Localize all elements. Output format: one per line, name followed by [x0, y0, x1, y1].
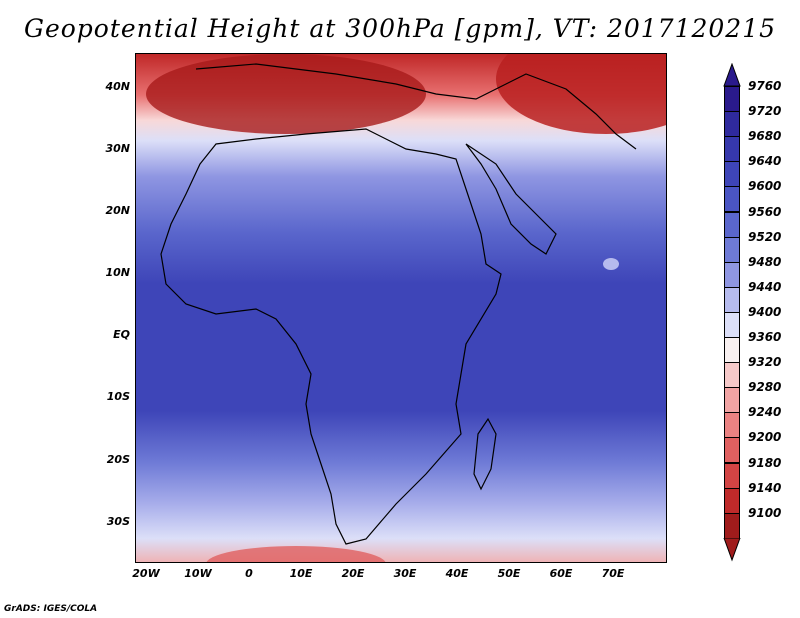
lon-tick-10w: 10W	[184, 567, 212, 580]
lat-tick-40n: 40N	[105, 80, 130, 93]
colorbar-label: 9720	[748, 104, 782, 119]
colorbar-cell	[724, 211, 740, 238]
colorbar-label: 9180	[748, 455, 782, 470]
colorbar-cell	[724, 161, 740, 188]
lon-tick-20e: 20E	[341, 567, 365, 580]
colorbar-cell	[724, 412, 740, 439]
colorbar-label: 9480	[748, 254, 782, 269]
map-title: Geopotential Height at 300hPa [gpm], VT:…	[23, 14, 777, 43]
lon-tick-40e: 40E	[445, 567, 469, 580]
colorbar-arrow-bottom	[723, 537, 741, 562]
colorbar-cell	[724, 311, 740, 338]
lat-tick-20s: 20S	[106, 453, 130, 466]
colorbar-cell	[724, 462, 740, 489]
colorbar-label: 9280	[748, 380, 782, 395]
colorbar-cell	[724, 437, 740, 464]
colorbar-label: 9400	[748, 304, 782, 319]
colorbar-cell	[724, 186, 740, 213]
lon-tick-0: 0	[245, 567, 253, 580]
credit-label: GrADS: IGES/COLA	[4, 604, 98, 614]
lon-tick-30e: 30E	[393, 567, 417, 580]
height-field	[136, 54, 666, 562]
colorbar-label: 9320	[748, 355, 782, 370]
isolated-high	[603, 258, 619, 270]
lat-tick-20n: 20N	[105, 204, 130, 217]
colorbar-label: 9520	[748, 229, 782, 244]
colorbar-cell	[724, 286, 740, 313]
colorbar-cell	[724, 136, 740, 163]
colorbar-label: 9360	[748, 330, 782, 344]
lon-tick-60e: 60E	[549, 567, 573, 580]
colorbar-arrow-top	[723, 63, 741, 87]
ridge-south	[206, 546, 386, 562]
lat-tick-30n: 30N	[105, 142, 130, 155]
map-panel	[135, 53, 667, 563]
colorbar-label: 9440	[748, 279, 782, 294]
colorbar-cell	[724, 487, 740, 514]
high-core-northeast	[496, 54, 666, 134]
colorbar-label: 9600	[748, 179, 782, 194]
colorbar-label: 9200	[748, 430, 782, 445]
colorbar-cell	[724, 337, 740, 364]
colorbar-label: 9560	[748, 204, 782, 219]
lat-tick-30s: 30S	[106, 515, 130, 528]
lon-tick-20w: 20W	[132, 567, 160, 580]
lon-tick-70e: 70E	[601, 567, 625, 580]
colorbar-cell	[724, 362, 740, 389]
colorbar-label: 9760	[748, 79, 782, 93]
high-core-north	[146, 54, 426, 134]
colorbar-cell	[724, 261, 740, 288]
colorbar-label: 9640	[748, 154, 782, 169]
colorbar-label: 9100	[748, 505, 782, 520]
colorbar-label: 9240	[748, 405, 782, 420]
lat-tick-eq: EQ	[113, 328, 130, 341]
colorbar-cell	[724, 512, 740, 539]
colorbar-label: 9680	[748, 129, 782, 144]
lat-tick-10n: 10N	[105, 266, 130, 279]
colorbar-label: 9140	[748, 480, 782, 495]
colorbar-cell	[724, 236, 740, 263]
colorbar-cell	[724, 111, 740, 138]
lon-tick-10e: 10E	[289, 567, 313, 580]
lat-tick-10s: 10S	[106, 390, 130, 403]
coastlines	[160, 63, 637, 545]
lon-tick-50e: 50E	[497, 567, 521, 580]
colorbar-cell	[724, 387, 740, 414]
colorbar-cell	[724, 86, 740, 113]
